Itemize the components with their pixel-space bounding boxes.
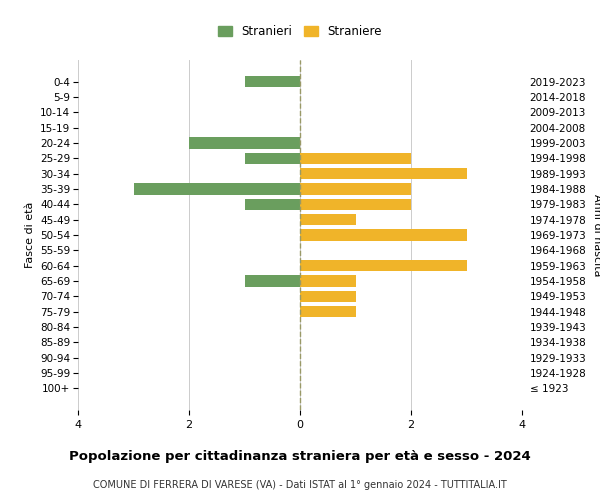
Text: COMUNE DI FERRERA DI VARESE (VA) - Dati ISTAT al 1° gennaio 2024 - TUTTITALIA.IT: COMUNE DI FERRERA DI VARESE (VA) - Dati …: [93, 480, 507, 490]
Bar: [133, 183, 300, 194]
Bar: [300, 276, 355, 287]
Bar: [300, 168, 467, 179]
Bar: [300, 229, 467, 241]
Bar: [300, 290, 355, 302]
Bar: [300, 214, 355, 226]
Bar: [189, 137, 300, 148]
Legend: Stranieri, Straniere: Stranieri, Straniere: [213, 20, 387, 43]
Y-axis label: Anni di nascita: Anni di nascita: [592, 194, 600, 276]
Y-axis label: Fasce di età: Fasce di età: [25, 202, 35, 268]
Bar: [300, 306, 355, 318]
Bar: [300, 198, 411, 210]
Text: Popolazione per cittadinanza straniera per età e sesso - 2024: Popolazione per cittadinanza straniera p…: [69, 450, 531, 463]
Bar: [300, 152, 411, 164]
Bar: [245, 198, 300, 210]
Bar: [300, 260, 467, 272]
Bar: [245, 76, 300, 88]
Bar: [300, 183, 411, 194]
Bar: [245, 152, 300, 164]
Bar: [245, 276, 300, 287]
